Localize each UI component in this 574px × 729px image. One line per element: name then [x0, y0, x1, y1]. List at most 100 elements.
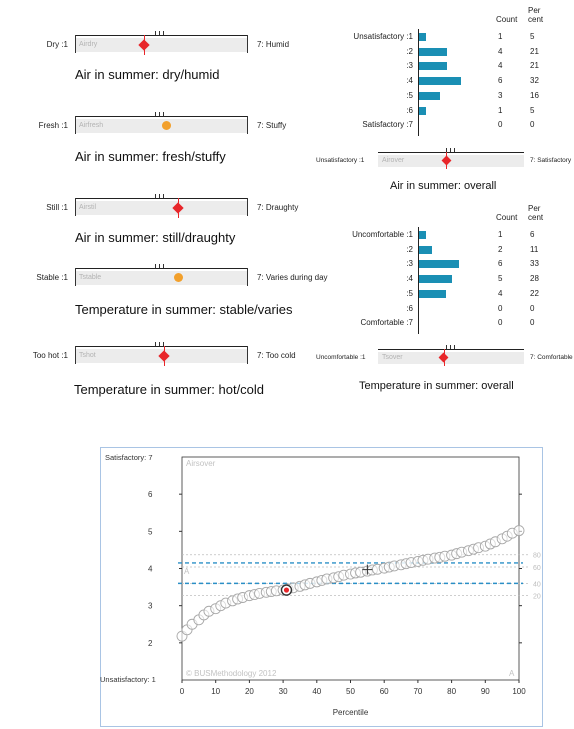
- scale-left-label: Still :1: [46, 203, 68, 212]
- scale-tick: [454, 148, 455, 152]
- histogram-percent: 33: [530, 259, 539, 269]
- histogram-label: :3: [406, 61, 413, 71]
- scale-top-line: [75, 198, 247, 199]
- x-tick-label: 90: [481, 687, 490, 696]
- histogram-percent: 11: [530, 244, 539, 254]
- histogram-percent: 21: [530, 61, 539, 71]
- scale-end-tick: [75, 116, 76, 134]
- histogram-axis: [418, 29, 419, 136]
- x-axis-label: Percentile: [333, 708, 369, 717]
- histogram-count: 2: [498, 244, 503, 254]
- overall-title: Air in summer: overall: [390, 180, 497, 192]
- scale-left-label: Uncomfortable :1: [316, 354, 366, 361]
- histogram-label: :4: [406, 274, 413, 284]
- right-tick-label: 20: [533, 594, 541, 601]
- count-header: Count: [496, 15, 518, 24]
- histogram-label: Satisfactory :7: [362, 120, 413, 130]
- histogram-count: 0: [498, 120, 503, 130]
- scale-left-label: Too hot :1: [32, 351, 68, 360]
- histogram-bar: [419, 77, 461, 86]
- percentile-chart-frame: [100, 447, 543, 727]
- scale-left-label: Fresh :1: [38, 121, 68, 130]
- x-tick-label: 70: [413, 687, 422, 696]
- histogram-percent: 0: [530, 120, 535, 130]
- scale-end-tick: [75, 346, 76, 364]
- plot-area: [181, 456, 520, 681]
- y-tick-label: 3: [148, 602, 153, 611]
- score-marker-line: [178, 198, 180, 218]
- scale-tick: [446, 148, 447, 152]
- scale-end-tick: [75, 35, 76, 53]
- y-top-label: Satisfactory: 7: [105, 453, 153, 462]
- scale-title: Temperature in summer: hot/cold: [74, 382, 265, 397]
- scale-end-tick: [247, 35, 248, 53]
- score-marker-line: [443, 349, 445, 366]
- histogram-label: Comfortable :7: [360, 318, 413, 328]
- scale-top-line: [75, 346, 247, 347]
- histogram-count: 6: [498, 76, 503, 86]
- y-tick-label: 4: [148, 565, 153, 574]
- histogram-bar: [419, 260, 459, 269]
- right-tick-label: 40: [533, 581, 541, 588]
- scale-code: Tshot: [79, 352, 96, 359]
- histogram-label: :5: [406, 288, 413, 298]
- scale-right-label: 7: Comfortable: [530, 354, 573, 361]
- histogram-bar: [419, 62, 447, 71]
- histogram-label: :2: [406, 244, 413, 254]
- histogram-bar: [419, 231, 426, 239]
- percent-header: cent: [528, 213, 544, 222]
- y-tick-label: 6: [148, 490, 153, 499]
- x-tick-label: 20: [245, 687, 254, 696]
- histogram-percent: 21: [530, 46, 539, 56]
- histogram-label: :3: [406, 259, 413, 269]
- scale-top-line: [75, 268, 247, 269]
- scale-top-line: [378, 152, 524, 153]
- x-tick-label: 80: [447, 687, 456, 696]
- histogram-label: :6: [406, 105, 413, 115]
- histogram-label: Uncomfortable :1: [352, 230, 413, 239]
- scale-tick: [159, 31, 160, 35]
- scale-code: Airdry: [79, 41, 98, 48]
- scale-tick: [450, 345, 451, 349]
- scale-code: Airstil: [79, 204, 97, 211]
- histogram-count: 4: [498, 61, 503, 71]
- histogram-label: :2: [406, 46, 413, 56]
- corner-a-left: A: [184, 567, 190, 576]
- histogram-percent: 28: [530, 274, 539, 284]
- histogram-count: 4: [498, 288, 503, 298]
- scale-title: Air in summer: still/draughty: [75, 230, 236, 245]
- overall-title: Temperature in summer: overall: [359, 380, 514, 392]
- scale-right-label: 7: Satisfactory: [530, 157, 572, 164]
- histogram-label: :5: [406, 90, 413, 100]
- scale-tick: [450, 148, 451, 152]
- histogram-count: 4: [498, 46, 503, 56]
- x-tick-label: 100: [512, 687, 526, 696]
- right-tick-label: 60: [533, 565, 541, 572]
- x-tick-label: 40: [312, 687, 321, 696]
- scale-left-label: Unsatisfactory :1: [316, 157, 365, 164]
- scale-code: Tsover: [382, 354, 403, 361]
- histogram-percent: 0: [530, 318, 535, 328]
- scale-tick: [155, 264, 156, 268]
- highlight-point: [283, 587, 290, 593]
- scale-end-tick: [247, 198, 248, 216]
- scale-code: Airover: [382, 157, 405, 164]
- histogram-bar: [419, 245, 433, 254]
- scale-tick: [155, 342, 156, 346]
- histogram-count: 6: [498, 259, 503, 269]
- scale-track: [75, 271, 247, 285]
- scale-tick: [163, 31, 164, 35]
- histogram-percent: 32: [530, 76, 539, 86]
- scale-left-label: Stable :1: [36, 273, 68, 282]
- x-tick-label: 30: [279, 687, 288, 696]
- scale-tick: [159, 264, 160, 268]
- scale-tick: [159, 194, 160, 198]
- scale-right-label: 7: Stuffy: [257, 121, 287, 130]
- histogram-count: 0: [498, 303, 503, 313]
- y-bottom-label: Unsatisfactory: 1: [100, 675, 156, 684]
- scale-tick: [163, 342, 164, 346]
- histogram-label: :6: [406, 303, 413, 313]
- histogram-count: 1: [498, 32, 503, 41]
- histogram-percent: 5: [530, 105, 535, 115]
